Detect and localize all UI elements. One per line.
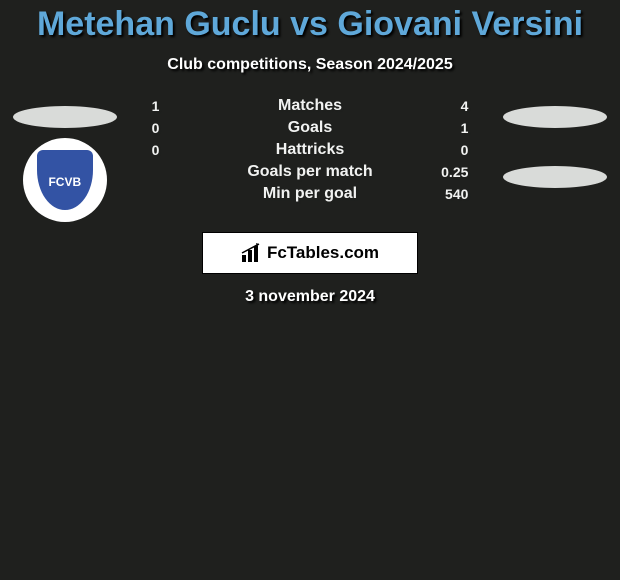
club-shield-icon: FCVB [37, 150, 93, 210]
player-photo-placeholder [13, 106, 117, 128]
stat-label: Matches [278, 97, 342, 115]
date-text: 3 november 2024 [0, 288, 620, 306]
stat-label: Hattricks [276, 141, 344, 159]
stat-value-right: 4 [461, 98, 469, 114]
club-badge-text: FCVB [48, 176, 81, 188]
stat-label: Min per goal [263, 185, 357, 203]
branding-text: FcTables.com [267, 243, 379, 263]
stat-value-right: 540 [445, 186, 468, 202]
stat-value-left: 0 [152, 120, 160, 136]
club-badge-placeholder [503, 166, 607, 188]
left-player-col: FCVB [10, 106, 120, 222]
stat-label: Goals [288, 119, 332, 137]
comparison-chart: FCVB Matches14Goals01Hattricks00Goals pe… [0, 106, 620, 222]
stat-bars: Matches14Goals01Hattricks00Goals per mat… [138, 106, 483, 194]
page-subtitle: Club competitions, Season 2024/2025 [0, 56, 620, 74]
page-title: Metehan Guclu vs Giovani Versini [0, 0, 620, 44]
stat-value-left: 0 [152, 142, 160, 158]
branding-box: FcTables.com [202, 232, 418, 274]
player-photo-placeholder [503, 106, 607, 128]
club-badge: FCVB [23, 138, 107, 222]
stat-label: Goals per match [247, 163, 372, 181]
stat-value-right: 1 [461, 120, 469, 136]
bars-icon [241, 243, 263, 263]
right-player-col [500, 106, 610, 188]
stat-value-right: 0 [461, 142, 469, 158]
stat-value-right: 0.25 [441, 164, 468, 180]
stat-value-left: 1 [152, 98, 160, 114]
